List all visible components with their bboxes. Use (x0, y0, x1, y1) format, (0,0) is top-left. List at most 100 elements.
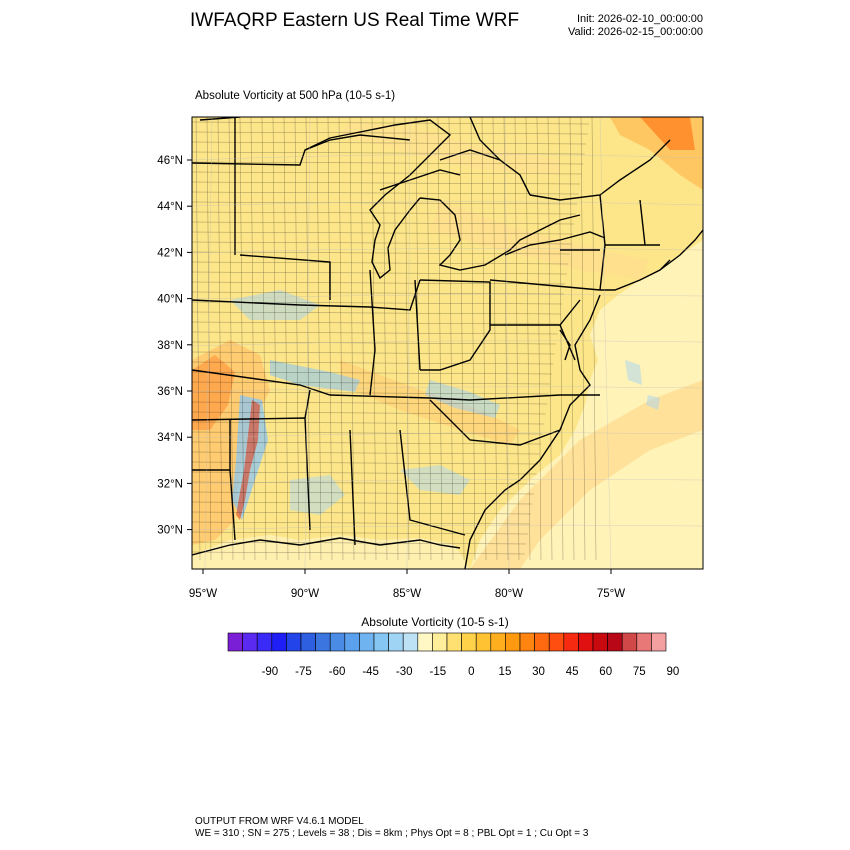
colorbar-swatch (286, 632, 302, 652)
county-line (192, 271, 567, 275)
county-line (192, 361, 554, 365)
colorbar-tick-label: 60 (599, 666, 612, 678)
county-line (192, 161, 584, 165)
colorbar-tick-label: 15 (499, 666, 512, 678)
colorbar-swatch (402, 632, 419, 652)
county-line (192, 501, 533, 505)
vorticity-map: 46°N 44°N 42°N 40°N 38°N 36°N 34°N 32°N 30°N 95°… (157, 116, 704, 600)
county-line (448, 117, 454, 561)
colorbar-swatch (388, 632, 404, 652)
county-line (437, 117, 443, 561)
field-title: Absolute Vorticity at 500 hPa (10-5 s-1) (195, 90, 396, 102)
state-boundaries (192, 117, 660, 546)
county-line (492, 117, 498, 561)
colorbar-tick-label: -90 (262, 666, 279, 678)
county-line (580, 117, 586, 561)
county-line (192, 201, 578, 205)
colorbar-swatch (490, 632, 506, 652)
county-line (192, 511, 531, 515)
county-line (360, 117, 366, 561)
init-valid-block: Init: 2026-02-10_00:00:00 Valid: 2026-02… (520, 13, 703, 39)
latitude-axis: 46°N 44°N 42°N 40°N 38°N 36°N 34°N 32°N 30°N (157, 155, 192, 537)
colorbar-swatch (519, 632, 535, 652)
county-line (525, 117, 531, 561)
footer-line-1: OUTPUT FROM WRF V4.6.1 MODEL (195, 816, 364, 827)
colorbar-swatches (227, 632, 667, 652)
lat-tick-label: 36°N (157, 386, 183, 398)
model-info-footer: OUTPUT FROM WRF V4.6.1 MODEL WE = 310 ; … (195, 816, 588, 840)
colorbar-swatch (432, 632, 448, 652)
lat-tick-label: 40°N (157, 294, 183, 306)
county-line (547, 117, 553, 561)
colorbar-swatch (548, 632, 565, 652)
map-frame (191, 116, 704, 570)
county-line (206, 117, 212, 561)
footer-line-2: WE = 310 ; SN = 275 ; Levels = 38 ; Dis … (195, 828, 589, 839)
county-line (192, 261, 569, 265)
colorbar-swatch (563, 632, 579, 652)
colorbar-swatch (359, 632, 375, 652)
county-line (217, 117, 223, 561)
county-line (192, 461, 539, 465)
lat-tick-label: 30°N (157, 525, 183, 537)
county-line (192, 211, 576, 215)
colorbar-tick-label: 0 (468, 666, 474, 678)
county-line (192, 451, 540, 455)
county-line (195, 117, 201, 561)
colorbar-tick-label: -75 (295, 666, 312, 678)
county-line (192, 321, 560, 325)
colorbar-swatch (329, 632, 346, 652)
county-line (192, 191, 579, 195)
colorbar-swatch (373, 632, 389, 652)
county-line (192, 491, 534, 495)
ocean-area (470, 117, 703, 569)
county-line (192, 411, 546, 415)
lat-tick-label: 44°N (157, 201, 183, 213)
colorbar-tick-label: 45 (566, 666, 579, 678)
county-line (283, 117, 289, 561)
colorbar-swatch (592, 632, 608, 652)
map-field (192, 117, 703, 569)
valid-time: Valid: 2026-02-15_00:00:00 (568, 26, 703, 38)
county-line (294, 117, 300, 561)
lat-tick-label: 32°N (157, 478, 183, 490)
county-line (536, 117, 542, 561)
county-line (192, 551, 525, 555)
colorbar-swatch (300, 632, 316, 652)
county-line (459, 117, 465, 561)
colorbar-swatch (534, 632, 550, 652)
county-line (192, 231, 573, 235)
county-line (192, 331, 558, 335)
county-line (192, 241, 572, 245)
county-line (192, 171, 582, 175)
county-line (305, 117, 311, 561)
lat-tick-label: 34°N (157, 432, 183, 444)
colorbar-swatch (461, 632, 477, 652)
colorbar-tick-label: -60 (329, 666, 346, 678)
vorticity-features (192, 117, 703, 569)
county-line (338, 117, 344, 561)
lat-tick-label: 42°N (157, 247, 183, 259)
county-line (192, 141, 587, 145)
county-line (382, 117, 388, 561)
colorbar-swatch (621, 632, 638, 652)
colorbar-swatch (607, 632, 623, 652)
county-line (192, 471, 537, 475)
county-line (192, 401, 548, 405)
county-line (239, 117, 245, 561)
county-line (272, 117, 278, 561)
colorbar-tick-label: 90 (666, 666, 679, 678)
graticule (192, 117, 703, 569)
colorbar-tick-label: -15 (429, 666, 446, 678)
colorbar-swatch (271, 632, 287, 652)
colorbar-tick-label: -45 (362, 666, 379, 678)
county-line (192, 151, 585, 155)
county-line (316, 117, 322, 561)
colorbar-ticks: -90 -75 -60 -45 -30 -15 0 15 30 45 60 75 90 (262, 666, 680, 678)
county-line (404, 117, 410, 561)
colorbar-swatch (446, 632, 462, 652)
county-line (192, 351, 555, 355)
colorbar-swatch (636, 632, 652, 652)
county-line (569, 117, 575, 561)
lat-tick-label: 38°N (157, 340, 183, 352)
